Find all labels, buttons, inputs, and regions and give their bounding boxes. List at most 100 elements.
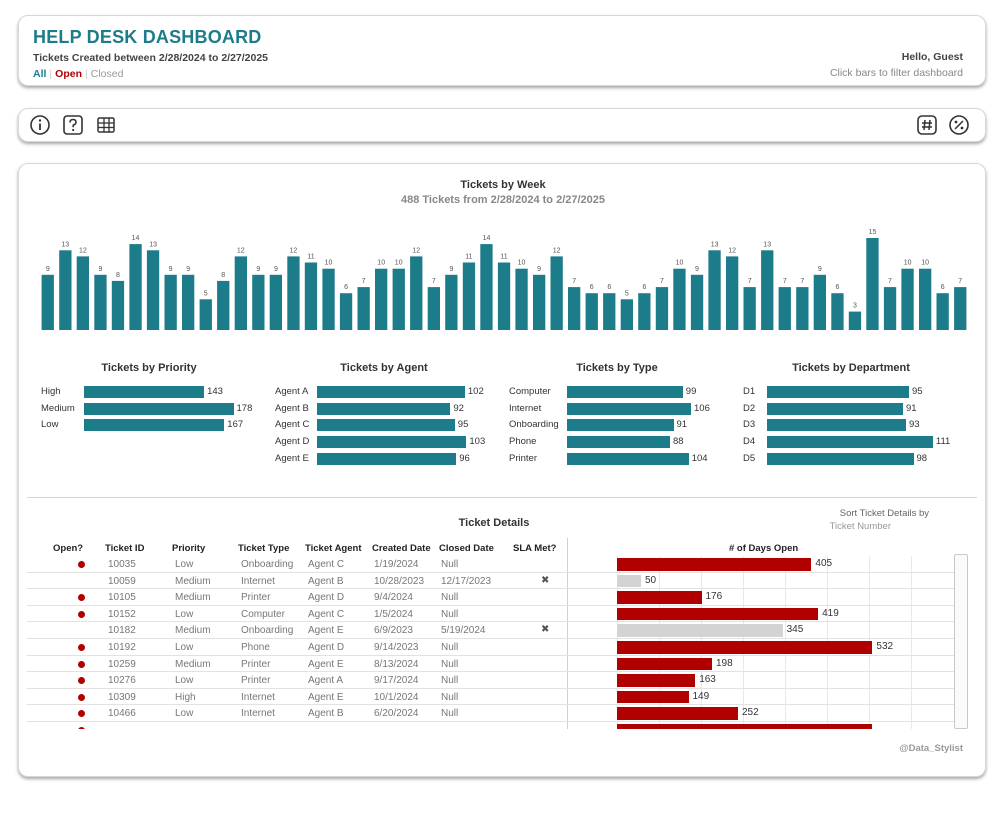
- number-format-icon[interactable]: [916, 114, 938, 136]
- bar-agent[interactable]: [317, 402, 451, 415]
- table-row[interactable]: 10152 Low Computer Agent C 1/5/2024 Null 419: [27, 606, 967, 623]
- bar-priority[interactable]: [84, 419, 225, 432]
- column-header-days-open[interactable]: # of Days Open: [729, 543, 799, 554]
- table-row[interactable]: 10259 Medium Printer Agent E 8/13/2024 Null 19…: [27, 656, 967, 673]
- bar-agent[interactable]: [317, 436, 467, 449]
- table-row[interactable]: 10059 Medium Internet Agent B 10/28/2023 12/1…: [27, 573, 967, 590]
- column-header-priority[interactable]: Priority: [172, 543, 206, 554]
- week-bar[interactable]: [831, 293, 844, 330]
- week-bar[interactable]: [954, 287, 967, 330]
- week-bar[interactable]: [427, 287, 440, 330]
- column-header-ticket-agent[interactable]: Ticket Agent: [305, 543, 362, 554]
- column-header-ticket-id[interactable]: Ticket ID: [105, 543, 145, 554]
- column-header-created-date[interactable]: Created Date: [372, 543, 431, 554]
- bar-agent[interactable]: [317, 386, 465, 398]
- bar-department[interactable]: [767, 386, 909, 398]
- week-bar[interactable]: [339, 293, 353, 330]
- table-row[interactable]: 10182 Medium Onboarding Agent E 6/9/2023 5/19…: [27, 622, 967, 639]
- table-row[interactable]: 10276 Low Printer Agent A 9/17/2024 Null 163: [27, 672, 967, 689]
- week-bar[interactable]: [708, 250, 721, 330]
- table-row[interactable]: 10105 Medium Printer Agent D 9/4/2024 Null 176: [27, 589, 967, 606]
- week-bar[interactable]: [919, 268, 932, 330]
- week-bar[interactable]: [497, 262, 511, 331]
- percent-format-icon[interactable]: [948, 114, 970, 136]
- week-bar[interactable]: [655, 287, 669, 330]
- column-header-ticket-type[interactable]: Ticket Type: [238, 543, 290, 554]
- week-bar[interactable]: [410, 256, 423, 330]
- sort-dropdown[interactable]: Ticket Number: [829, 521, 891, 532]
- days-open-bar[interactable]: [617, 624, 783, 637]
- column-header-open[interactable]: Open?: [53, 543, 84, 554]
- days-open-bar[interactable]: [617, 641, 873, 654]
- week-bar[interactable]: [848, 311, 862, 330]
- table-scrollbar[interactable]: [954, 554, 968, 729]
- table-row[interactable]: 10035 Low Onboarding Agent C 1/19/2024 Null 40…: [27, 556, 967, 573]
- week-bar[interactable]: [778, 287, 791, 330]
- bar-priority[interactable]: [84, 386, 205, 398]
- bar-type[interactable]: [567, 386, 683, 398]
- bar-agent[interactable]: [317, 419, 455, 432]
- bar-department[interactable]: [767, 452, 914, 465]
- week-bar[interactable]: [883, 287, 897, 330]
- status-open-link[interactable]: Open: [55, 68, 82, 80]
- week-bar[interactable]: [480, 244, 493, 330]
- table-icon[interactable]: [95, 114, 117, 136]
- week-bar[interactable]: [252, 274, 265, 330]
- bar-department[interactable]: [767, 402, 903, 415]
- week-bar[interactable]: [726, 256, 739, 330]
- days-open-bar[interactable]: [617, 674, 696, 687]
- info-icon[interactable]: [29, 114, 51, 136]
- week-bar[interactable]: [59, 250, 72, 330]
- week-bar[interactable]: [392, 268, 405, 330]
- week-bar[interactable]: [217, 280, 230, 330]
- column-header-sla-met[interactable]: SLA Met?: [513, 543, 557, 554]
- week-bar[interactable]: [603, 293, 616, 330]
- days-open-bar[interactable]: [617, 707, 738, 720]
- week-bar[interactable]: [813, 274, 826, 330]
- week-bar[interactable]: [445, 274, 458, 330]
- bar-agent[interactable]: [317, 452, 457, 465]
- week-bar[interactable]: [146, 250, 160, 330]
- week-bar[interactable]: [322, 268, 335, 330]
- week-bar[interactable]: [304, 262, 318, 331]
- week-bar[interactable]: [234, 256, 247, 330]
- week-bar[interactable]: [673, 268, 686, 330]
- bar-type[interactable]: [567, 419, 674, 432]
- week-bar[interactable]: [743, 287, 756, 330]
- week-bar[interactable]: [111, 280, 125, 330]
- week-bar[interactable]: [269, 274, 282, 330]
- bar-type[interactable]: [567, 436, 670, 449]
- week-bar[interactable]: [199, 299, 212, 330]
- days-open-bar[interactable]: [617, 690, 689, 704]
- week-bar[interactable]: [94, 274, 107, 330]
- days-open-bar[interactable]: [617, 591, 702, 604]
- week-bar[interactable]: [533, 274, 546, 330]
- week-bar[interactable]: [761, 250, 774, 330]
- week-bar[interactable]: [164, 274, 177, 330]
- days-open-bar[interactable]: [617, 607, 819, 621]
- table-row[interactable]: 10466 Low Internet Agent B 6/20/2024 Null 252: [27, 705, 967, 722]
- week-bar[interactable]: [901, 268, 914, 330]
- table-row[interactable]: 10309 High Internet Agent E 10/1/2024 Null 149: [27, 689, 967, 706]
- days-open-bar[interactable]: [617, 558, 812, 571]
- week-bar[interactable]: [76, 256, 89, 330]
- week-bar[interactable]: [690, 274, 704, 330]
- help-icon[interactable]: [62, 114, 84, 136]
- week-bar[interactable]: [796, 287, 809, 330]
- week-bar[interactable]: [375, 268, 388, 330]
- week-bar[interactable]: [620, 299, 633, 330]
- week-bar[interactable]: [638, 293, 651, 330]
- week-bar[interactable]: [568, 287, 581, 330]
- week-bar[interactable]: [550, 256, 563, 330]
- column-header-closed-date[interactable]: Closed Date: [439, 543, 494, 554]
- week-bar[interactable]: [182, 274, 195, 330]
- week-bar[interactable]: [287, 256, 300, 330]
- days-open-bar[interactable]: [617, 724, 872, 729]
- bar-type[interactable]: [567, 402, 691, 415]
- week-bar[interactable]: [515, 268, 528, 330]
- week-bar[interactable]: [41, 274, 54, 330]
- bar-department[interactable]: [767, 419, 906, 432]
- bar-department[interactable]: [767, 436, 933, 449]
- days-open-bar[interactable]: [617, 574, 641, 588]
- week-bar[interactable]: [462, 262, 476, 331]
